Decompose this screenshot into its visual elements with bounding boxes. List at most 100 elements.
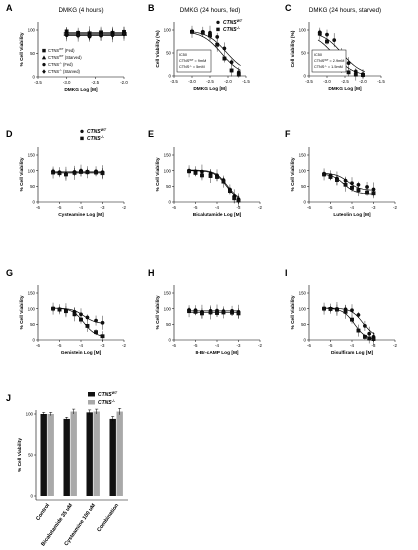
panel-d-xtick-label: -4 xyxy=(79,205,83,210)
panel-a-point xyxy=(121,31,127,37)
panel-b-letter: B xyxy=(148,3,155,13)
panel-j-bar-wt xyxy=(40,414,47,496)
panel-i-xtick-label: -5 xyxy=(329,343,333,348)
panel-j-legend-swatch xyxy=(88,400,95,405)
panel-b-point xyxy=(200,30,205,35)
panel-h-xtick-label: -4 xyxy=(215,343,219,348)
panel-j-category-label: Combination xyxy=(96,503,120,533)
panel-i-ytick-label: 100 xyxy=(299,306,307,311)
panel-i-xtick-label: -2 xyxy=(393,343,397,348)
panel-i-letter: I xyxy=(285,268,288,278)
panel-h-ytick-label: 100 xyxy=(164,306,172,311)
panel-f-xtick-label: -6 xyxy=(307,205,311,210)
panel-i-point xyxy=(350,308,354,313)
panel-b-point xyxy=(229,68,234,73)
panel-g-ytick-label: 150 xyxy=(28,291,36,296)
panel-e-point xyxy=(227,189,232,193)
panel-j-ylabel: % Cell Viability xyxy=(17,438,23,472)
panel-e-xtick-label: -4 xyxy=(215,205,219,210)
panel-f-point xyxy=(343,182,348,187)
panel-a-xtick-label: -2.5 xyxy=(92,80,100,85)
panel-a-legend-marker xyxy=(42,69,46,74)
panel-b-ytick-label: 50 xyxy=(166,51,171,56)
panel-b-ic50-line: CTNSWT = 9mM xyxy=(179,58,206,64)
panel-d-point xyxy=(100,171,105,176)
panel-i-point xyxy=(350,317,354,322)
panel-d-ytick-label: 50 xyxy=(30,184,35,189)
panel-b-ytick-label: 100 xyxy=(164,28,172,33)
panel-b-title: DMKG (24 hours, fed) xyxy=(180,7,241,14)
panel-c-point xyxy=(317,31,322,36)
panel-c-ic50-line: IC50 xyxy=(314,53,322,57)
panel-d-point xyxy=(72,170,77,175)
panel-e-point xyxy=(200,173,204,178)
panel-g-xtick-label: -4 xyxy=(79,343,83,348)
panel-b-point xyxy=(208,33,212,38)
panel-d-legend-label: CTNS-/- xyxy=(87,135,105,142)
panel-j-bar-ko xyxy=(116,411,123,496)
panel-h-xlabel: 8-Br-cAMP Log [M] xyxy=(195,350,238,356)
panel-i-point xyxy=(362,323,367,328)
panel-a-legend-label: CTNSWT (Fed) xyxy=(48,47,75,53)
panel-b-xtick-label: -1.5 xyxy=(242,79,250,84)
panel-f-xlabel: Luteolin Log [M] xyxy=(333,212,371,218)
panel-i-point xyxy=(356,328,361,333)
panel-a-ytick-label: 100 xyxy=(28,28,36,33)
panel-g-point xyxy=(85,315,90,320)
panel-d-letter: D xyxy=(6,129,13,139)
panel-a-title: DMKG (4 hours) xyxy=(58,7,103,14)
panel-j-legend-swatch xyxy=(88,392,95,397)
panel-e-ytick-label: 0 xyxy=(169,200,172,205)
panel-a-point xyxy=(98,32,104,38)
panel-f-point xyxy=(365,190,369,195)
panel-f-xtick-label: -5 xyxy=(329,205,333,210)
panel-b-xtick-label: -2.0 xyxy=(224,79,232,84)
panel-f-point xyxy=(335,178,339,182)
panel-e-point xyxy=(193,170,198,175)
panel-c-ylabel: Cell viability (%) xyxy=(290,30,296,67)
panel-g-point xyxy=(94,330,98,335)
panel-b-ic50-line: CTNS-/- = 5mM xyxy=(179,64,205,70)
panel-e-fit-ko xyxy=(187,170,240,199)
panel-d-point xyxy=(85,170,90,175)
panel-c-xlabel: DMKG Log [M] xyxy=(328,86,362,92)
panel-f-ytick-label: 50 xyxy=(301,184,306,189)
panel-a-xlabel: DMKG Log [M] xyxy=(64,87,98,93)
panel-e-letter: E xyxy=(148,129,154,139)
panel-d-point xyxy=(79,170,83,174)
panel-e-point xyxy=(208,174,213,178)
panel-j-ytick-label: 100 xyxy=(26,412,34,417)
panel-c-ic50-line: CTNS-/- = 1.5mM xyxy=(314,64,343,70)
panel-a-point xyxy=(76,32,81,38)
panel-f-ylabel: % Cell Viability xyxy=(290,157,296,191)
panel-g-point xyxy=(79,317,83,322)
panel-g-ytick-label: 0 xyxy=(33,338,36,343)
panel-d-xtick-label: -3 xyxy=(101,205,105,210)
panel-b-fit-wt xyxy=(190,31,241,66)
panel-h-point xyxy=(215,311,219,315)
panel-e-point xyxy=(187,169,191,174)
panel-a-legend-label: CTNS-/- (Fed) xyxy=(48,61,73,67)
panel-j-bar-ko xyxy=(47,414,54,496)
panel-g-point xyxy=(57,307,62,312)
panel-h-xtick-label: -2 xyxy=(258,343,262,348)
panel-b-xtick-label: -3.0 xyxy=(188,79,196,84)
panel-i-point xyxy=(363,334,367,339)
panel-d-xtick-label: -5 xyxy=(58,205,62,210)
panel-g-letter: G xyxy=(6,268,13,278)
panel-g-ytick-label: 50 xyxy=(30,322,35,327)
panel-d-point xyxy=(64,172,68,177)
panel-j-bar-wt xyxy=(63,418,70,496)
panel-i-point xyxy=(343,309,348,314)
panel-c-ytick-label: 50 xyxy=(301,51,306,56)
panel-a-legend-marker xyxy=(42,48,46,53)
panel-g-point xyxy=(100,334,105,339)
panel-f-ytick-label: 150 xyxy=(299,153,307,158)
panel-g-xlabel: Genistein Log [M] xyxy=(61,350,102,356)
panel-b-ic50-line: IC50 xyxy=(179,53,187,57)
panel-a-point xyxy=(64,31,69,37)
panel-f-point xyxy=(356,188,361,192)
panel-a-point xyxy=(87,33,92,39)
panel-g-point xyxy=(79,312,83,317)
